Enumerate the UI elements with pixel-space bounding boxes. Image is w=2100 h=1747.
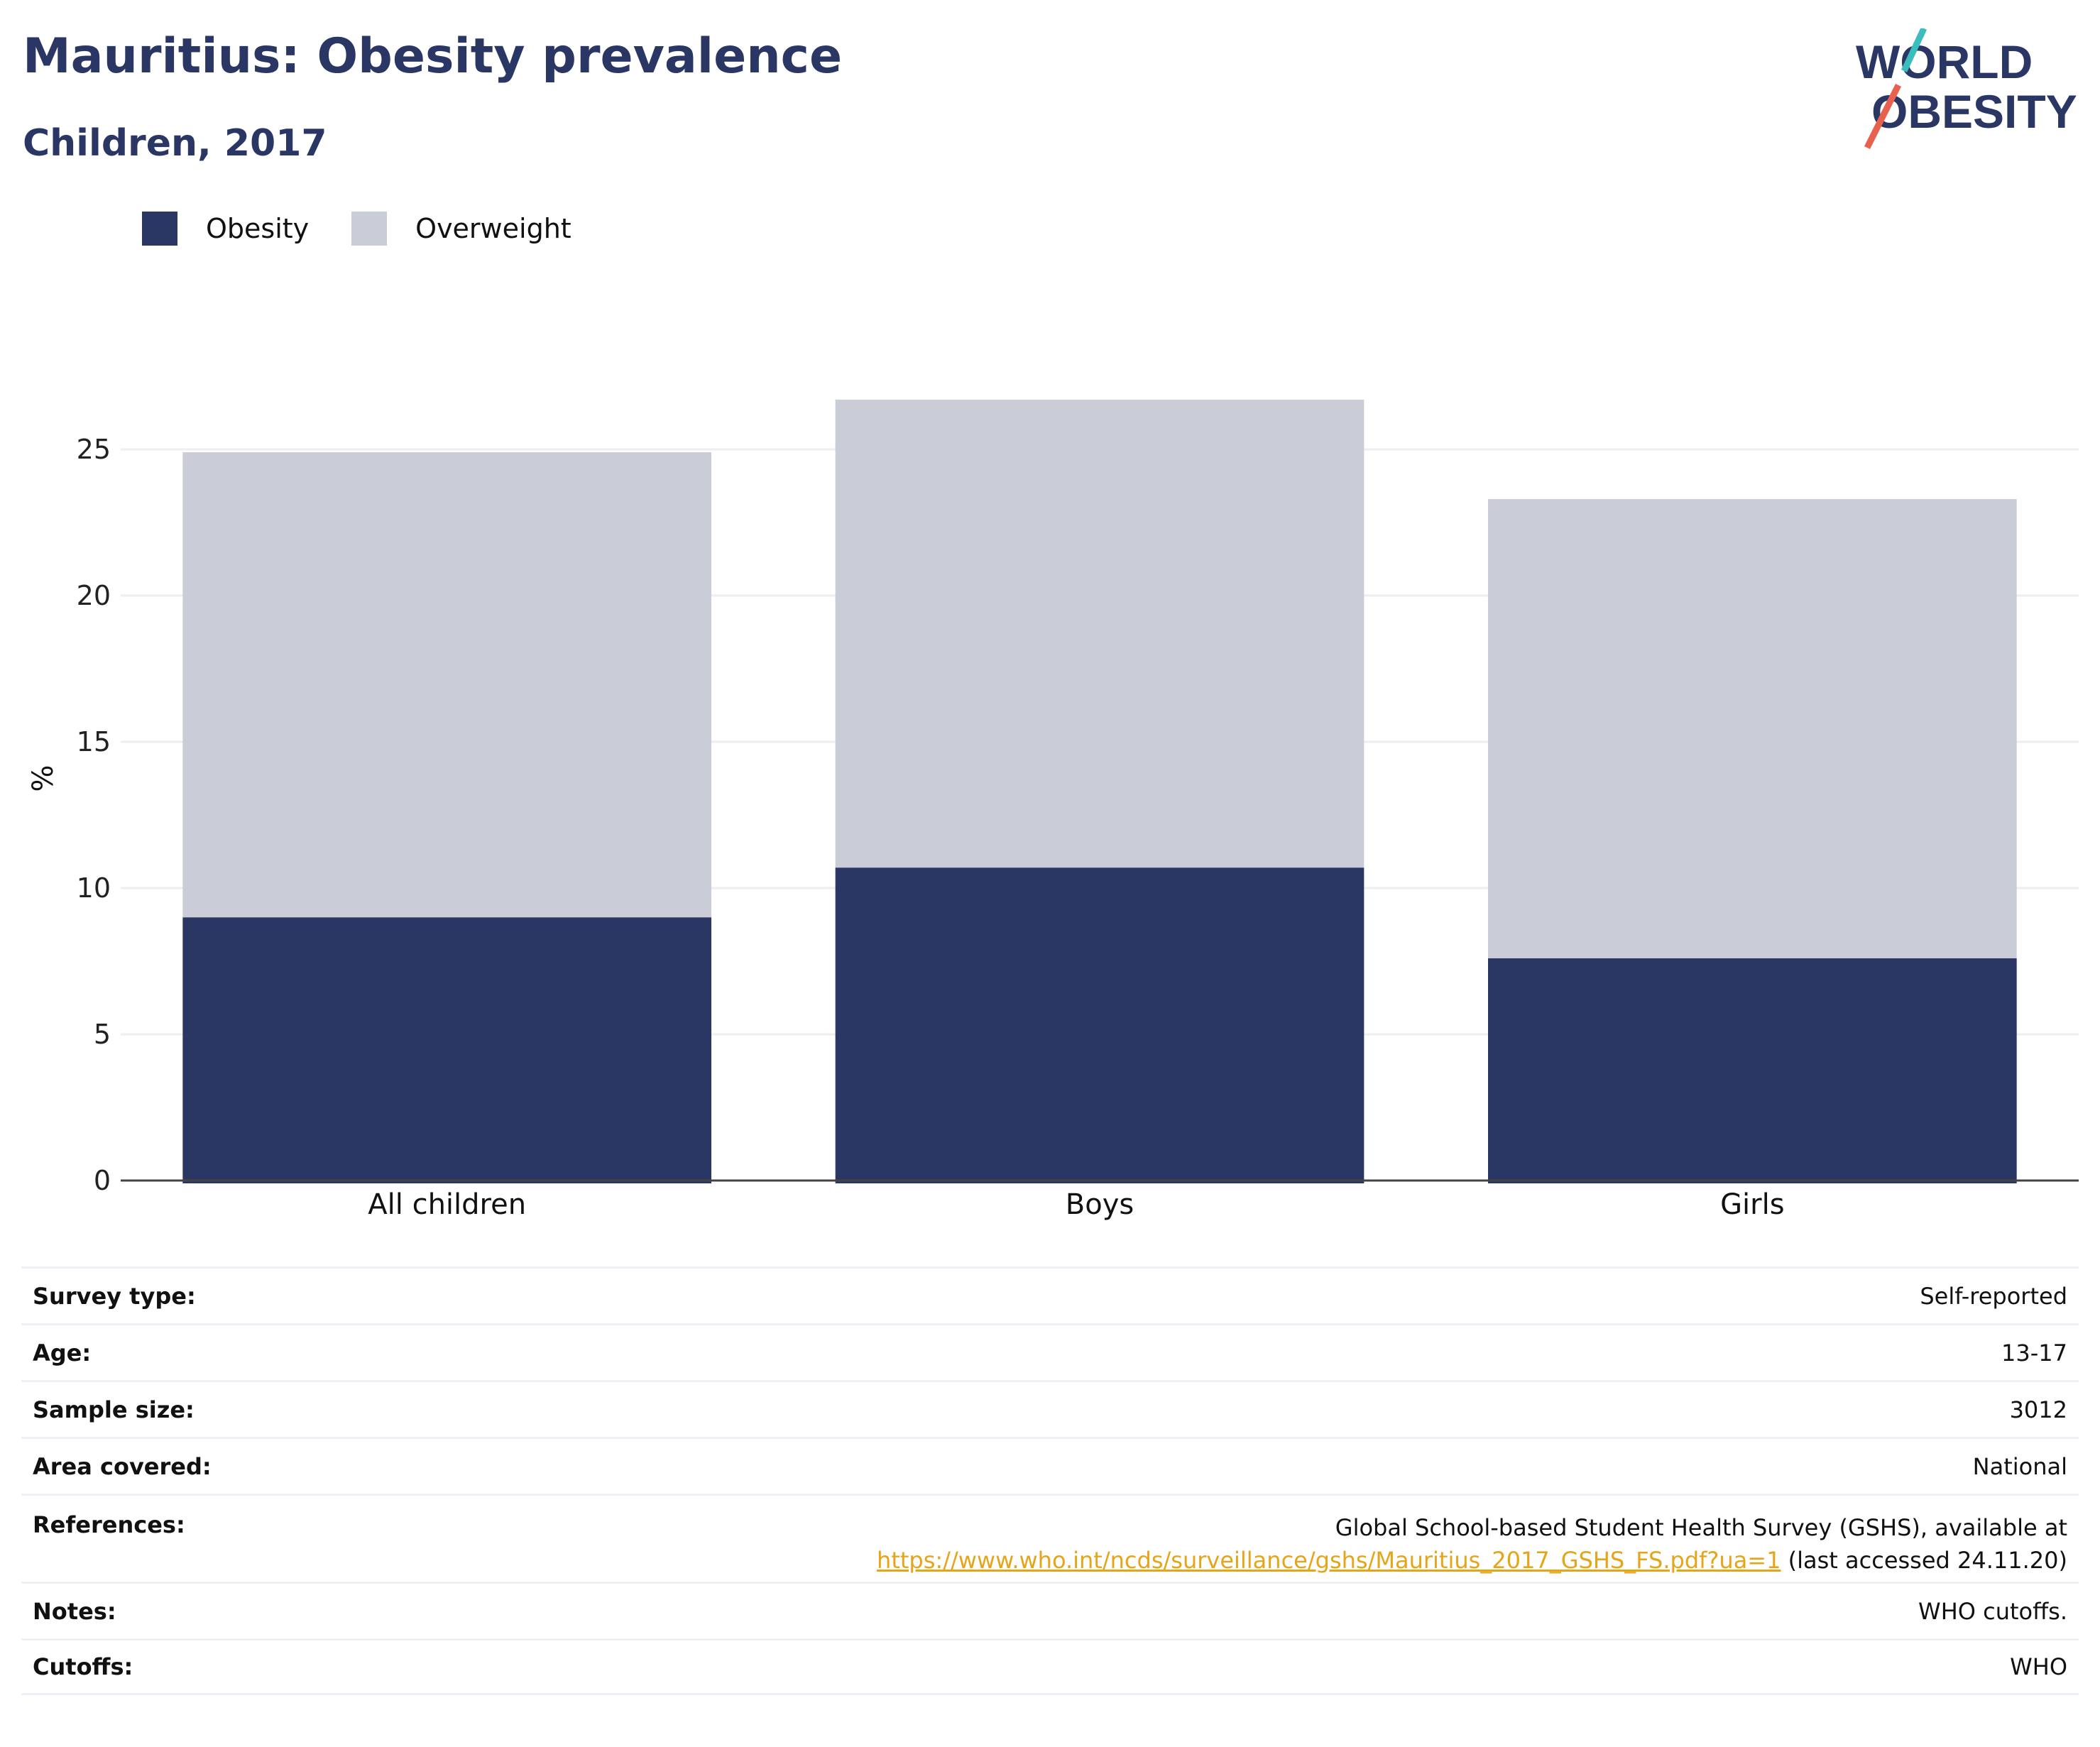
x-tick-label: All children bbox=[368, 1188, 526, 1221]
logo-line2: OBESITY bbox=[1871, 85, 2077, 138]
row-key: Cutoffs: bbox=[33, 1653, 133, 1680]
table-row: Sample size: 3012 bbox=[21, 1380, 2079, 1437]
table-row: References: Global School-based Student … bbox=[21, 1494, 2079, 1582]
y-tick-label: 20 bbox=[77, 580, 111, 611]
y-tick-label: 15 bbox=[77, 726, 111, 757]
y-tick-label: 0 bbox=[94, 1165, 111, 1196]
world-obesity-logo: WORLD OBESITY bbox=[1856, 28, 2077, 149]
page-subtitle: Children, 2017 bbox=[23, 122, 327, 165]
reference-text: Global School-based Student Health Surve… bbox=[1335, 1514, 2067, 1541]
bar-chart: 0 5 10 15 20 25% All children Boys Girls bbox=[27, 399, 2079, 1221]
y-tick-label: 25 bbox=[77, 434, 111, 465]
legend-label-obesity: Obesity bbox=[206, 213, 310, 244]
legend-item-overweight[interactable]: Overweight bbox=[351, 212, 572, 246]
bar-obesity bbox=[182, 917, 711, 1183]
table-row: Notes: WHO cutoffs. bbox=[21, 1582, 2079, 1638]
y-tick-label: 10 bbox=[77, 872, 111, 904]
row-value: WHO cutoffs. bbox=[1918, 1597, 2067, 1625]
survey-info-table: Survey type: Self-reported Age: 13-17 Sa… bbox=[21, 1266, 2079, 1695]
row-value: 13-17 bbox=[2001, 1339, 2067, 1367]
logo-slash-top bbox=[1901, 28, 1927, 72]
page-title: Mauritius: Obesity prevalence bbox=[23, 28, 843, 84]
row-key: Area covered: bbox=[33, 1452, 212, 1480]
bar-overweight bbox=[182, 452, 711, 918]
row-value: Global School-based Student Health Surve… bbox=[877, 1511, 2067, 1577]
table-row: Area covered: National bbox=[21, 1437, 2079, 1494]
bar-overweight bbox=[835, 399, 1365, 868]
logo-line1: WORLD bbox=[1856, 35, 2033, 88]
x-tick-label: Girls bbox=[1720, 1188, 1785, 1221]
legend-swatch-overweight bbox=[351, 212, 388, 246]
row-key: Notes: bbox=[33, 1597, 116, 1625]
bar-obesity bbox=[1488, 958, 2017, 1183]
y-axis-label: % bbox=[27, 765, 60, 792]
row-value: WHO bbox=[2010, 1653, 2067, 1680]
row-key: Sample size: bbox=[33, 1396, 195, 1423]
row-key: Age: bbox=[33, 1339, 92, 1367]
y-tick-label: 5 bbox=[94, 1019, 111, 1050]
legend-label-overweight: Overweight bbox=[415, 213, 572, 244]
row-value: National bbox=[1972, 1452, 2067, 1480]
logo-slash-bottom bbox=[1864, 83, 1902, 149]
bar-overweight bbox=[1488, 499, 2017, 958]
row-value: Self-reported bbox=[1920, 1282, 2067, 1310]
chart-legend: Obesity Overweight bbox=[142, 212, 614, 246]
table-row: Cutoffs: WHO bbox=[21, 1638, 2079, 1695]
row-key: Survey type: bbox=[33, 1282, 196, 1310]
row-value: 3012 bbox=[2009, 1396, 2067, 1423]
legend-swatch-obesity bbox=[142, 212, 177, 246]
table-row: Survey type: Self-reported bbox=[21, 1266, 2079, 1323]
bar-obesity bbox=[835, 867, 1365, 1183]
legend-item-obesity[interactable]: Obesity bbox=[142, 212, 309, 246]
x-tick-label: Boys bbox=[1066, 1188, 1134, 1221]
table-row: Age: 13-17 bbox=[21, 1323, 2079, 1380]
reference-link[interactable]: https://www.who.int/ncds/surveillance/gs… bbox=[877, 1547, 1781, 1574]
row-key: References: bbox=[33, 1511, 185, 1538]
reference-suffix: (last accessed 24.11.20) bbox=[1781, 1547, 2067, 1574]
